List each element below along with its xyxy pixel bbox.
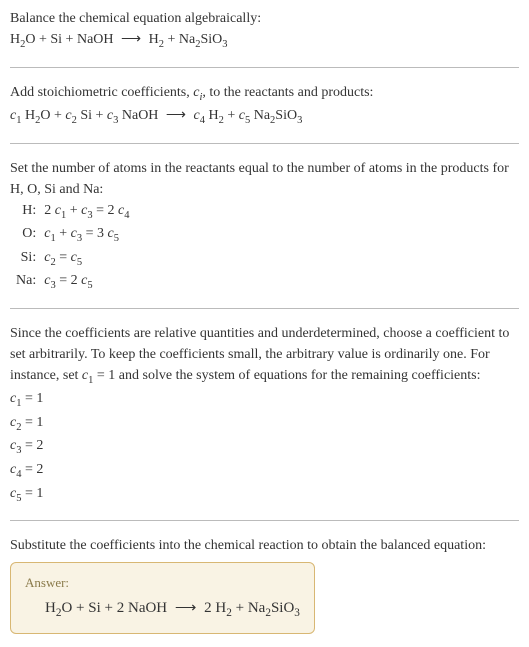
table-row: Na: c3 = 2 c5 (12, 270, 133, 294)
step2-text: Set the number of atoms in the reactants… (10, 158, 519, 200)
element-label: Si: (12, 247, 40, 271)
atom-equation-table: H: 2 c1 + c3 = 2 c4 O: c1 + c3 = 3 c5 Si… (12, 200, 133, 294)
table-row: H: 2 c1 + c3 = 2 c4 (12, 200, 133, 224)
step1-text: Add stoichiometric coefficients, ci, to … (10, 82, 519, 106)
divider (10, 308, 519, 309)
solution-line: c1 = 1 (10, 388, 519, 412)
table-row: Si: c2 = c5 (12, 247, 133, 271)
element-equation: 2 c1 + c3 = 2 c4 (40, 200, 133, 224)
element-label: Na: (12, 270, 40, 294)
element-label: H: (12, 200, 40, 224)
divider (10, 143, 519, 144)
solution-line: c5 = 1 (10, 483, 519, 507)
answer-box: Answer: H2O + Si + 2 NaOH ⟶ 2 H2 + Na2Si… (10, 562, 315, 634)
solution-line: c3 = 2 (10, 435, 519, 459)
solution-line: c2 = 1 (10, 412, 519, 436)
divider (10, 520, 519, 521)
step4-text: Substitute the coefficients into the che… (10, 535, 519, 556)
intro-text: Balance the chemical equation algebraica… (10, 8, 519, 29)
table-row: O: c1 + c3 = 3 c5 (12, 223, 133, 247)
element-label: O: (12, 223, 40, 247)
step3-text: Since the coefficients are relative quan… (10, 323, 519, 389)
element-equation: c1 + c3 = 3 c5 (40, 223, 133, 247)
solution-list: c1 = 1 c2 = 1 c3 = 2 c4 = 2 c5 = 1 (10, 388, 519, 506)
answer-equation: H2O + Si + 2 NaOH ⟶ 2 H2 + Na2SiO3 (25, 597, 300, 622)
solution-line: c4 = 2 (10, 459, 519, 483)
element-equation: c3 = 2 c5 (40, 270, 133, 294)
intro-reaction: H2O + Si + NaOH ⟶ H2 + Na2SiO3 (10, 29, 519, 53)
divider (10, 67, 519, 68)
step1-reaction: c1 H2O + c2 Si + c3 NaOH ⟶ c4 H2 + c5 Na… (10, 105, 519, 129)
element-equation: c2 = c5 (40, 247, 133, 271)
answer-label: Answer: (25, 573, 300, 593)
